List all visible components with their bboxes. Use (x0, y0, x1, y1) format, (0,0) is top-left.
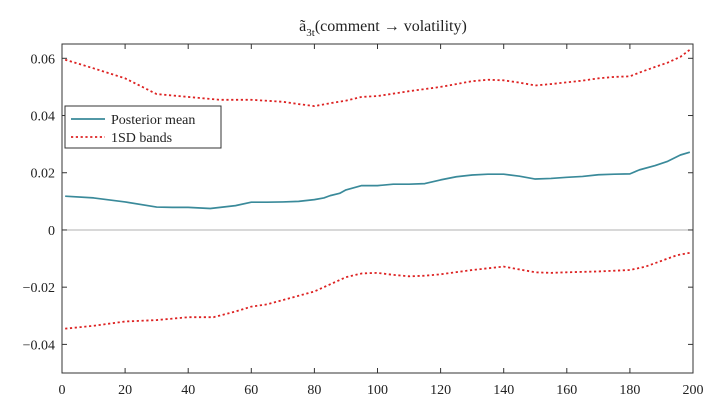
chart-title: ã3t(comment → volatility) (299, 18, 467, 39)
chart-title-subscript: 3t (306, 27, 315, 39)
y-tick-label: −0.02 (23, 281, 55, 296)
plot-area (62, 49, 693, 330)
chart-title-rest: (comment → volatility) (315, 18, 467, 35)
x-tick-label: 20 (118, 383, 132, 398)
x-tick-label: 200 (683, 383, 704, 398)
series-line-posterior-mean (65, 151, 691, 210)
y-tick-label: 0.02 (31, 167, 56, 182)
y-tick-label: 0.06 (31, 52, 56, 67)
x-tick-label: 100 (367, 383, 388, 398)
y-tick-label: 0.04 (31, 110, 56, 125)
legend-box (64, 105, 222, 149)
x-tick-label: 140 (493, 383, 514, 398)
x-tick-label: 120 (430, 383, 451, 398)
y-tick-label: −0.04 (23, 338, 55, 353)
x-tick-label: 160 (556, 383, 577, 398)
legend-label: 1SD bands (111, 131, 172, 146)
x-tick-label: 80 (307, 383, 321, 398)
x-tick-label: 40 (181, 383, 195, 398)
x-tick-label: 180 (619, 383, 640, 398)
y-tick-label: 0 (48, 224, 55, 239)
x-tick-label: 0 (59, 383, 66, 398)
series-line-upper-band (64, 49, 691, 107)
legend: Posterior mean 1SD bands (64, 105, 222, 149)
axes: 0 20 40 60 80 100 120 140 160 180 200 −0.04 −0.02 0 0.… (23, 43, 704, 398)
chart-title-base: ã (299, 18, 306, 35)
legend-label: Posterior mean (111, 113, 195, 128)
x-tick-label: 60 (244, 383, 258, 398)
